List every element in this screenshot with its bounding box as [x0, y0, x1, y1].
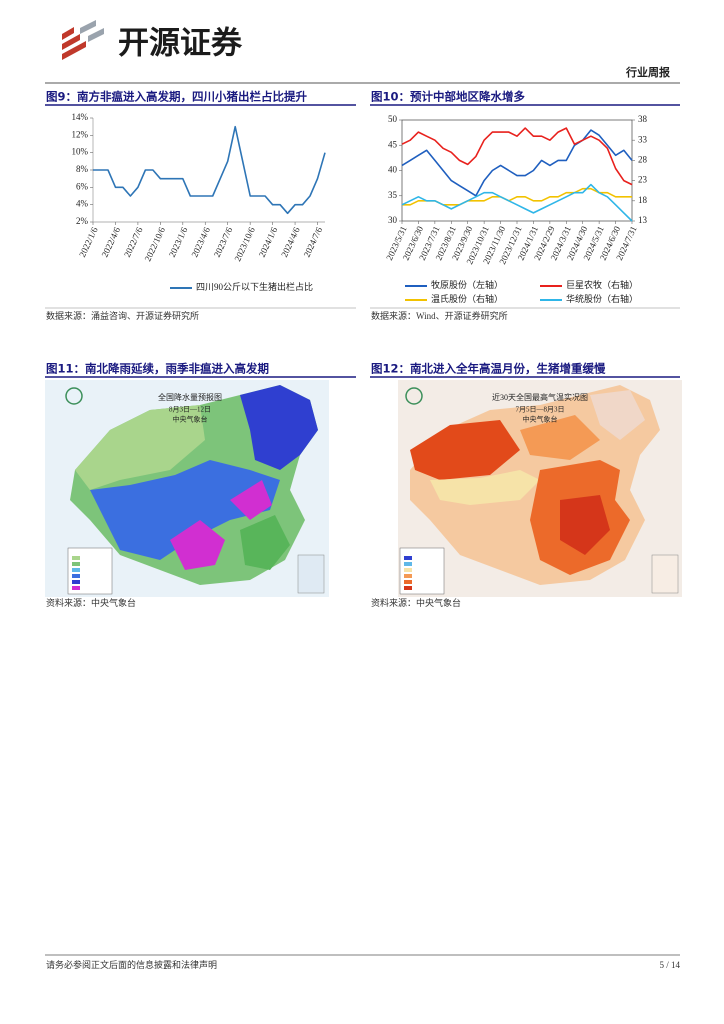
report-type: 行业周报 [625, 65, 671, 79]
y-tick-label: 2% [76, 216, 89, 226]
series-line [401, 129, 633, 197]
x-tick-label: 2023/4/6 [189, 225, 212, 259]
legend-label: 巨星农牧（右轴） [566, 279, 638, 290]
figure-title: 图11：南北降雨延续，雨季非瘟进入高发期 [46, 362, 269, 376]
y-tick-label: 50 [388, 114, 398, 124]
y-tick-label: 30 [388, 215, 398, 225]
y2-tick-label: 33 [638, 134, 648, 144]
y-tick-label: 10% [72, 147, 89, 157]
legend-label: 牧原股份（左轴） [431, 279, 503, 290]
logo [62, 20, 104, 60]
x-tick-label: 2022/1/6 [77, 225, 100, 259]
x-tick-label: 2023/1/6 [167, 225, 190, 259]
y-tick-label: 12% [72, 129, 89, 139]
map-date: 8月3日—12日 [169, 406, 211, 414]
series-line [401, 127, 633, 186]
source: 资料来源：中央气象台 [371, 597, 461, 608]
figure-title: 图10：预计中部地区降水增多 [371, 90, 526, 104]
x-tick-label: 2022/7/6 [122, 225, 145, 259]
y-tick-label: 14% [72, 112, 89, 122]
y2-tick-label: 13 [638, 215, 648, 225]
legend-label: 四川90公斤以下生猪出栏占比 [196, 281, 313, 292]
y2-tick-label: 23 [638, 175, 648, 185]
map-issuer: 中央气象台 [523, 415, 558, 424]
figure-title: 图9：南方非瘟进入高发期，四川小猪出栏占比提升 [46, 90, 307, 104]
legend-label: 华统股份（右轴） [566, 293, 638, 304]
x-tick-label: 2024/7/6 [302, 225, 325, 259]
x-tick-label: 2024/4/6 [279, 225, 302, 259]
precipitation-map [45, 380, 329, 597]
figure-title: 图12：南北进入全年高温月份，生猪增重缓慢 [371, 362, 606, 376]
source: 数据来源：涌益咨询、开源证券研究所 [46, 310, 199, 321]
page-number: 5 / 14 [659, 960, 680, 970]
legend-label: 温氏股份（右轴） [431, 293, 503, 304]
y2-tick-label: 18 [638, 195, 648, 205]
series-line [93, 125, 326, 215]
x-tick-label: 2022/4/6 [100, 225, 123, 259]
x-tick-label: 2023/10/6 [232, 225, 257, 263]
temperature-map [398, 380, 682, 597]
y-tick-label: 6% [76, 181, 89, 191]
y-tick-label: 40 [388, 165, 398, 175]
source: 数据来源：Wind、开源证券研究所 [371, 310, 508, 321]
map-title: 近30天全国最高气温实况图 [492, 392, 588, 402]
y-tick-label: 4% [76, 199, 89, 209]
y-tick-label: 8% [76, 164, 89, 174]
x-tick-label: 2024/1/6 [257, 225, 280, 259]
series-line [401, 183, 633, 222]
y-tick-label: 35 [388, 190, 398, 200]
y2-tick-label: 38 [638, 114, 648, 124]
map-title: 全国降水量预报图 [158, 392, 222, 402]
source: 资料来源：中央气象台 [46, 597, 136, 608]
disclaimer: 请务必参阅正文后面的信息披露和法律声明 [46, 959, 217, 970]
map-issuer: 中央气象台 [173, 415, 208, 424]
x-tick-label: 2022/10/6 [143, 225, 168, 263]
y2-tick-label: 28 [638, 154, 648, 164]
y-tick-label: 45 [388, 139, 398, 149]
map-date: 7月5日—8月3日 [516, 406, 565, 414]
brand: 开源证券 [118, 26, 243, 62]
x-tick-label: 2023/7/6 [212, 225, 235, 259]
